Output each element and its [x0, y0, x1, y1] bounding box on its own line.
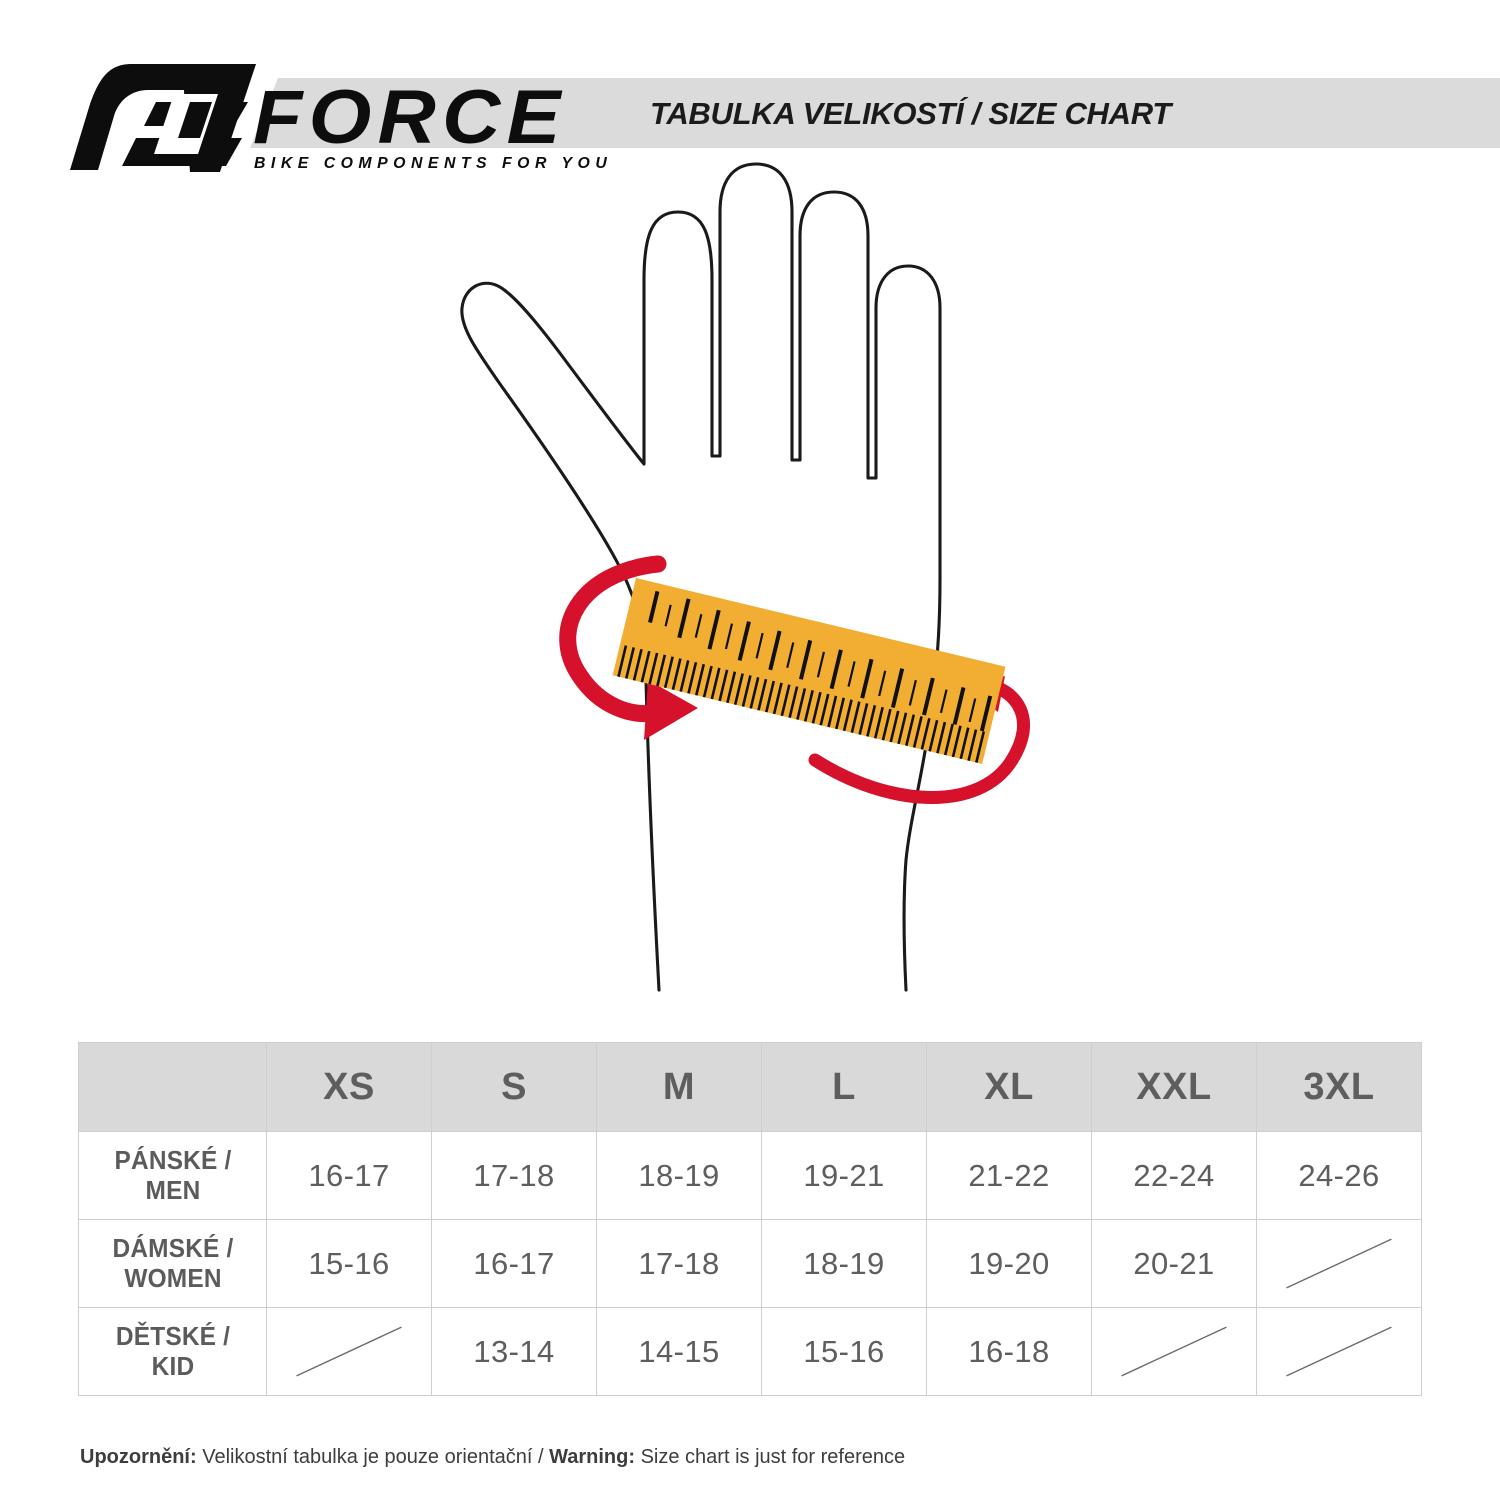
cell-men-m: 18-19 — [596, 1131, 762, 1220]
row-label-kid-en: KID — [151, 1350, 194, 1381]
footnote: Upozornění: Velikostní tabulka je pouze … — [80, 1446, 905, 1469]
page-title: TABULKA VELIKOSTÍ / SIZE CHART — [650, 96, 1171, 131]
column-header-xs: XS — [266, 1042, 432, 1132]
hand-ruler-diagram — [460, 162, 1030, 992]
diagonal-slash-icon — [1257, 1220, 1421, 1307]
row-label-kid: DĚTSKÉ / KID — [83, 1307, 262, 1396]
size-chart-table-container: XS S M L XL XXL 3XL PÁNSKÉ / MEN 16-17 1… — [78, 1042, 1422, 1396]
cell-kid-xxl-not-available — [1091, 1307, 1257, 1396]
cell-women-m: 17-18 — [596, 1219, 762, 1308]
table-corner-cell — [78, 1042, 267, 1132]
cell-women-l: 18-19 — [761, 1219, 927, 1308]
cell-kid-xs-not-available — [266, 1307, 432, 1396]
diagonal-slash-icon — [1257, 1308, 1421, 1395]
cell-women-xl: 19-20 — [926, 1219, 1092, 1308]
row-label-women: DÁMSKÉ / WOMEN — [83, 1219, 262, 1308]
row-label-men-cz: PÁNSKÉ / — [114, 1145, 231, 1176]
row-label-women-cz: DÁMSKÉ / — [112, 1233, 233, 1264]
cell-kid-l: 15-16 — [761, 1307, 927, 1396]
diagonal-slash-icon — [1092, 1308, 1256, 1395]
table-header-row: XS S M L XL XXL 3XL — [78, 1042, 1422, 1132]
column-header-3xl: 3XL — [1256, 1042, 1422, 1132]
cell-men-3xl: 24-26 — [1256, 1131, 1422, 1220]
cell-kid-xl: 16-18 — [926, 1307, 1092, 1396]
table-row-men: PÁNSKÉ / MEN 16-17 17-18 18-19 19-21 21-… — [79, 1131, 1422, 1220]
table-row-women: DÁMSKÉ / WOMEN 15-16 16-17 17-18 18-19 1… — [79, 1219, 1422, 1308]
row-label-women-en: WOMEN — [123, 1262, 222, 1293]
size-chart-table: XS S M L XL XXL 3XL PÁNSKÉ / MEN 16-17 1… — [78, 1042, 1422, 1396]
header-gray-band — [250, 78, 1500, 148]
page-header: TABULKA VELIKOSTÍ / SIZE CHART FORCE BIK… — [0, 0, 1500, 175]
logo-wordmark: FORCE — [253, 75, 567, 160]
row-label-men: PÁNSKÉ / MEN — [83, 1131, 262, 1220]
row-label-men-en: MEN — [145, 1174, 200, 1205]
column-header-xxl: XXL — [1091, 1042, 1257, 1132]
table-row-kid: DĚTSKÉ / KID 13-14 14-15 15-16 16-18 — [79, 1307, 1422, 1396]
cell-women-s: 16-17 — [431, 1219, 597, 1308]
cell-kid-3xl-not-available — [1256, 1307, 1422, 1396]
row-label-kid-cz: DĚTSKÉ / — [115, 1321, 230, 1352]
cell-women-3xl-not-available — [1256, 1219, 1422, 1308]
cell-kid-m: 14-15 — [596, 1307, 762, 1396]
diagonal-slash-icon — [267, 1308, 431, 1395]
column-header-s: S — [431, 1042, 597, 1132]
hand-measurement-illustration — [420, 160, 1100, 1000]
footnote-en-text: Size chart is just for reference — [635, 1446, 906, 1468]
cell-men-s: 17-18 — [431, 1131, 597, 1220]
cell-men-xxl: 22-24 — [1091, 1131, 1257, 1220]
ruler-icon — [612, 578, 1006, 764]
cell-kid-s: 13-14 — [431, 1307, 597, 1396]
column-header-m: M — [596, 1042, 762, 1132]
force-logo: FORCE BIKE COMPONENTS FOR YOU — [70, 62, 607, 182]
cell-women-xs: 15-16 — [266, 1219, 432, 1308]
force-f-mark-icon — [70, 64, 256, 172]
cell-men-l: 19-21 — [761, 1131, 927, 1220]
cell-women-xxl: 20-21 — [1091, 1219, 1257, 1308]
footnote-en-label: Warning: — [549, 1446, 636, 1468]
column-header-l: L — [761, 1042, 927, 1132]
cell-men-xs: 16-17 — [266, 1131, 432, 1220]
column-header-xl: XL — [926, 1042, 1092, 1132]
logo-tagline: BIKE COMPONENTS FOR YOU — [254, 155, 613, 172]
cell-men-xl: 21-22 — [926, 1131, 1092, 1220]
open-hand-outline-icon — [460, 162, 942, 992]
footnote-cz-text: Velikostní tabulka je pouze orientační / — [196, 1446, 550, 1468]
footnote-cz-label: Upozornění: — [80, 1446, 197, 1468]
